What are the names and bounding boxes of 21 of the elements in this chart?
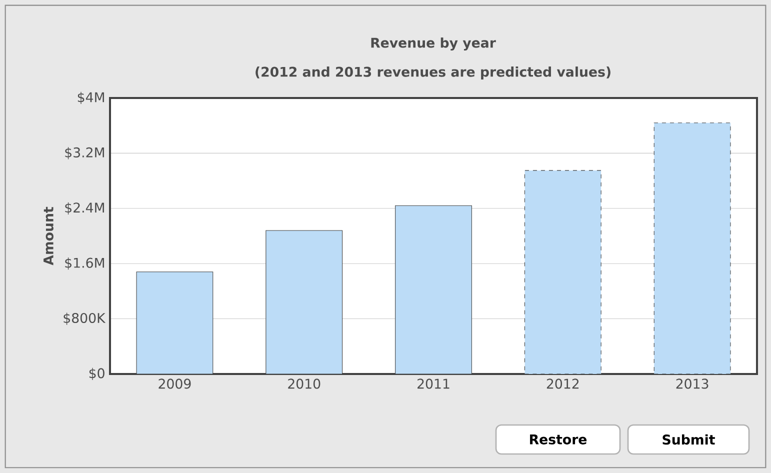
text: Submit	[662, 434, 715, 445]
chart-subtitle: (2012 and 2013 revenues are predicted values)	[256, 66, 610, 80]
y-tick-label: $3.2M	[65, 147, 104, 160]
bar	[524, 170, 602, 374]
x-tick-label: 2009	[158, 378, 191, 389]
y-tick-label: $0	[89, 368, 104, 380]
text: Restore	[530, 434, 587, 444]
bar	[654, 122, 731, 374]
y-tick-label: $800K	[64, 312, 106, 325]
chart-title: Revenue by year	[371, 37, 496, 50]
y-tick-label: $1.6M	[65, 258, 104, 270]
bar	[395, 205, 472, 374]
x-tick-label: 2012	[546, 378, 579, 389]
x-tick-label: 2010	[288, 378, 320, 389]
y-axis-title: Amount	[44, 206, 54, 266]
y-tick-label: $2.4M	[65, 202, 104, 214]
y-tick-label: $4M	[78, 92, 104, 104]
bar	[266, 230, 343, 374]
x-tick-label: 2013	[676, 378, 708, 389]
bar	[136, 272, 214, 374]
x-tick-label: 2011	[418, 378, 450, 389]
